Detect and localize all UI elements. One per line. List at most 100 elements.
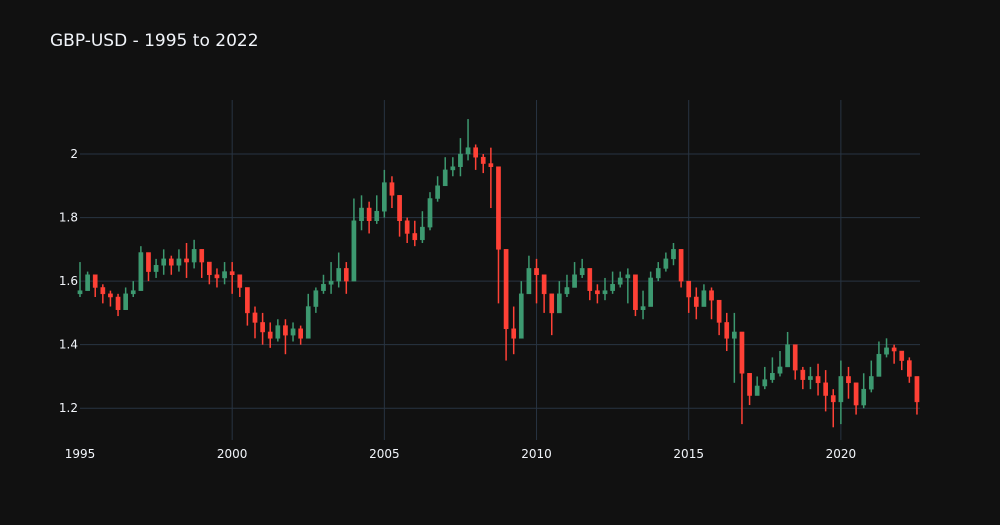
x-tick-label: 1995 [65, 447, 96, 461]
candlestick-body [305, 306, 311, 339]
candlestick [351, 198, 357, 282]
candlestick [283, 319, 288, 355]
candlestick [663, 252, 669, 272]
candlestick-body [762, 379, 768, 387]
candlestick [716, 299, 722, 336]
candlestick-body [450, 166, 456, 171]
candlestick-body [716, 299, 722, 323]
candlestick [747, 373, 752, 406]
candlestick [724, 312, 730, 352]
candlestick-body [907, 360, 912, 377]
candlestick-body [572, 274, 577, 288]
candlestick-body [503, 249, 509, 330]
candlestick-body [587, 268, 593, 291]
candlestick-body [404, 220, 410, 234]
candlestick [853, 382, 859, 415]
candlestick-body [777, 366, 783, 374]
candlestick [404, 217, 410, 243]
candlestick-body [534, 268, 539, 276]
candlestick [252, 306, 258, 339]
candlestick-body [884, 347, 889, 355]
candlestick [899, 350, 905, 371]
candlestick-body [328, 280, 334, 285]
candlestick [617, 271, 623, 288]
candlestick-body [420, 226, 425, 241]
y-axis: 1.2 1.4 1.6 1.8 2 [59, 147, 78, 415]
candlestick-body [815, 376, 821, 384]
candlestick [146, 252, 151, 282]
candlestick-body [130, 290, 136, 295]
candlestick-body [184, 258, 189, 263]
candlestick [625, 268, 631, 304]
candlestick-body [168, 258, 174, 266]
candlestick [199, 249, 205, 278]
candlestick-body [92, 274, 98, 288]
y-tick-label: 1.8 [59, 211, 78, 225]
candlestick [838, 360, 844, 425]
candlestick-body [808, 376, 813, 380]
candlestick [732, 312, 737, 383]
candlestick-body [191, 249, 197, 263]
candlestick [389, 176, 395, 209]
candlestick [914, 376, 920, 415]
x-tick-label: 2005 [369, 447, 400, 461]
candlestick-body [336, 268, 342, 282]
candlestick-body [671, 249, 676, 260]
candlestick-body [640, 306, 646, 310]
candlestick-body [465, 147, 471, 155]
candlestick [275, 319, 281, 342]
candlestick-body [830, 395, 836, 403]
candlestick [420, 211, 425, 243]
candlestick-body [709, 290, 714, 301]
candlestick-body [846, 376, 851, 384]
candlestick-body [153, 264, 159, 272]
candlestick-body [283, 325, 288, 336]
candlestick-body [488, 163, 494, 167]
candlestick [115, 293, 121, 317]
candlestick [222, 262, 227, 285]
candlestick-body [617, 277, 623, 285]
candlestick-body [526, 268, 532, 295]
candlestick-body [770, 373, 775, 380]
x-tick-label: 2000 [217, 447, 248, 461]
candlestick [153, 258, 159, 278]
candlestick [161, 249, 167, 275]
candlestick-body [359, 207, 364, 221]
candlestick-body [800, 369, 806, 380]
candlestick [397, 195, 402, 237]
candlestick [237, 274, 243, 298]
candlestick [480, 154, 486, 174]
candlestick [777, 351, 783, 377]
candlestick [678, 249, 684, 288]
candlestick [534, 258, 539, 304]
candlestick [785, 331, 790, 368]
candlestick [549, 293, 555, 336]
candlestick-series [77, 119, 920, 428]
candlestick-body [222, 271, 227, 279]
candlestick [830, 389, 836, 428]
candlestick [891, 344, 897, 364]
candlestick [435, 176, 440, 202]
candlestick-body [252, 312, 258, 323]
chart-title: GBP-USD - 1995 to 2022 [50, 31, 259, 51]
candlestick-body [739, 331, 745, 374]
candlestick [526, 255, 532, 295]
candlestick [861, 373, 867, 409]
candlestick-body [648, 277, 653, 307]
candlestick [496, 166, 501, 304]
candlestick-body [579, 268, 585, 276]
candlestick [633, 274, 638, 317]
candlestick-body [663, 258, 669, 269]
candlestick [693, 287, 699, 320]
x-tick-label: 2015 [673, 447, 704, 461]
candlestick-body [876, 353, 882, 377]
candlestick-body [108, 293, 113, 298]
x-tick-label: 2010 [521, 447, 552, 461]
candlestick-body [853, 382, 859, 406]
candlestick [846, 366, 851, 399]
candlestick [640, 290, 646, 320]
candlestick [564, 274, 570, 298]
candlestick-body [838, 376, 844, 403]
candlestick [648, 271, 653, 307]
